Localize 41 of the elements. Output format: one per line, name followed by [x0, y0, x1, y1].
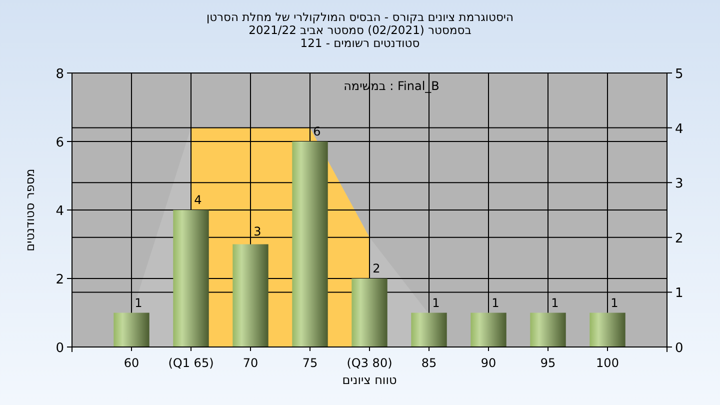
x-tick-label: 75 — [302, 356, 318, 370]
x-tick-label: 95 — [540, 356, 556, 370]
y-axis-title: מספר סטודנטים — [23, 168, 37, 252]
x-tick-label: 90 — [480, 356, 496, 370]
y2-tick-label: 0 — [675, 341, 684, 356]
data-label: 1 — [610, 296, 618, 310]
data-label: 4 — [194, 193, 202, 207]
bar — [292, 142, 328, 347]
bar — [114, 312, 150, 347]
y2-tick-label: 2 — [675, 231, 684, 246]
x-tick-label: 70 — [242, 356, 258, 370]
y-tick-label: 0 — [56, 341, 64, 356]
x-tick-label: (Q3 80) — [346, 356, 392, 370]
x-tick-label: (Q1 65) — [168, 356, 214, 370]
y2-tick-label: 1 — [675, 286, 684, 302]
bar — [590, 312, 626, 347]
x-tick-label: 100 — [596, 356, 619, 370]
y2-tick-label: 5 — [675, 67, 684, 82]
x-tick-label: 85 — [421, 356, 437, 370]
y2-tick-label: 3 — [675, 176, 684, 192]
y2-tick-label: 4 — [675, 122, 684, 137]
data-label: 1 — [134, 296, 142, 310]
bar — [232, 244, 268, 347]
y-tick-label: 4 — [56, 204, 64, 219]
bar — [352, 278, 388, 347]
data-label: 1 — [492, 296, 500, 310]
bar — [173, 210, 209, 347]
bar — [470, 312, 506, 347]
x-tick-label: 60 — [124, 356, 140, 370]
bar — [530, 312, 566, 347]
bar — [411, 312, 447, 347]
x-axis-title: טווח ציונים — [342, 373, 397, 387]
chart-subtitle: בסמסטר (02/2021) סמסטר אביב 2021/22 סטודנטים רשומים - 121 — [248, 23, 472, 50]
data-label: 2 — [372, 262, 380, 276]
data-label: 1 — [432, 296, 440, 310]
y-tick-label: 6 — [56, 136, 64, 150]
y-tick-label: 2 — [56, 272, 64, 288]
y-tick-label: 8 — [56, 67, 64, 82]
data-label: 1 — [551, 296, 559, 310]
data-label: 3 — [254, 224, 262, 238]
chart-title: היסטוגרמת ציונים בקורס - הבסיס המולקולרי של מחלת הסרטן — [206, 10, 514, 24]
